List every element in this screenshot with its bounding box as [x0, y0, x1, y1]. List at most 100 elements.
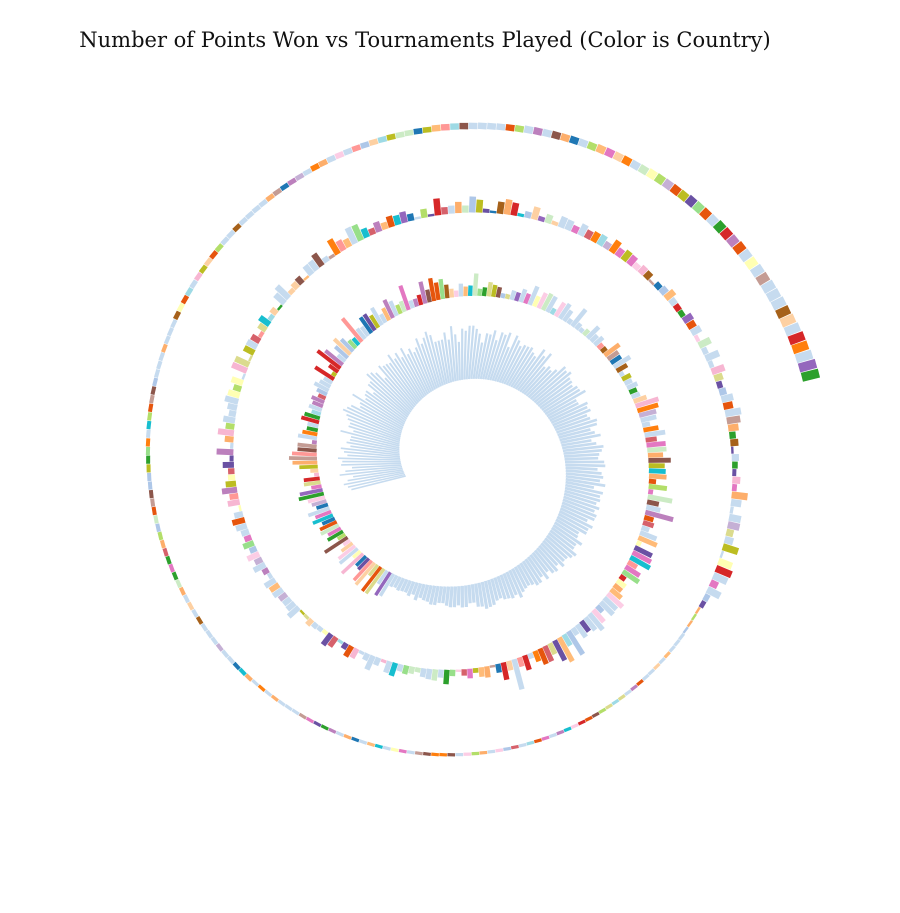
spiral-bar	[637, 164, 650, 176]
spiral-bar	[311, 499, 327, 507]
spiral-bar	[444, 586, 451, 606]
spiral-bar	[558, 302, 572, 320]
spiral-bar	[378, 573, 396, 597]
spiral-bar	[548, 732, 557, 739]
spiral-bar	[341, 462, 402, 466]
spiral-bar	[530, 206, 541, 221]
spiral-bar	[333, 345, 350, 360]
spiral-bar	[642, 519, 655, 529]
spiral-bar	[496, 123, 506, 131]
spiral-bar	[272, 187, 283, 197]
spiral-bar	[355, 554, 368, 567]
spiral-bar	[624, 689, 632, 697]
spiral-bar	[306, 426, 319, 433]
spiral-bar	[685, 319, 697, 330]
spiral-bar	[591, 608, 606, 624]
spiral-bar	[257, 330, 265, 339]
spiral-bar	[352, 559, 374, 582]
spiral-bar	[565, 477, 606, 488]
spiral-bar	[252, 561, 267, 573]
spiral-bar	[434, 341, 446, 385]
spiral-bar	[527, 652, 535, 660]
spiral-bar	[312, 513, 334, 525]
spiral-bar	[269, 306, 279, 317]
spiral-bar	[669, 183, 682, 197]
spiral-bar	[166, 327, 174, 337]
spiral-bar	[642, 270, 654, 281]
spiral-bar	[561, 501, 597, 518]
spiral-bar	[340, 541, 354, 553]
spiral-bar	[533, 549, 555, 574]
spiral-bar	[500, 661, 510, 681]
spiral-bar	[630, 684, 638, 692]
spiral-bar	[433, 282, 441, 301]
spiral-bar	[287, 177, 297, 186]
spiral-bar	[406, 353, 429, 395]
spiral-bar	[403, 579, 412, 594]
spiral-bar	[749, 263, 765, 278]
spiral-bar	[487, 579, 496, 606]
spiral-bar	[342, 538, 352, 547]
spiral-bar	[400, 578, 409, 592]
spiral-bar	[229, 492, 239, 501]
spiral-bar	[238, 216, 248, 226]
spiral-bar	[510, 202, 520, 217]
spiral-bar	[443, 669, 450, 685]
spiral-bar	[276, 304, 283, 311]
spiral-bar	[730, 438, 739, 447]
spiral-bar	[245, 338, 259, 350]
spiral-bar	[721, 543, 740, 556]
spiral-bar	[195, 615, 204, 625]
spiral-bar	[337, 544, 357, 561]
spiral-bar	[242, 540, 255, 550]
spiral-bar	[490, 284, 498, 298]
spiral-bar	[263, 577, 277, 589]
spiral-bar	[483, 580, 493, 608]
spiral-bar	[372, 391, 408, 420]
spiral-bar	[465, 325, 471, 380]
chart-title: Number of Points Won vs Tournaments Play…	[79, 28, 771, 52]
spiral-bar	[496, 575, 507, 600]
spiral-bar	[165, 555, 172, 565]
spiral-bar	[226, 229, 236, 239]
spiral-bar	[496, 201, 505, 215]
spiral-bar	[724, 407, 742, 418]
spiral-bar	[313, 720, 322, 728]
spiral-bar	[388, 662, 399, 677]
spiral-bar	[562, 444, 604, 453]
spiral-bar	[385, 363, 418, 405]
spiral-bar	[479, 334, 492, 380]
spiral-bar	[704, 349, 721, 362]
spiral-bar	[586, 141, 598, 152]
spiral-bar	[618, 370, 625, 378]
spiral-bar	[358, 649, 365, 656]
spiral-bar	[605, 591, 625, 609]
spiral-bar	[198, 264, 208, 275]
spiral-bar	[647, 494, 673, 504]
spiral-bar	[551, 220, 559, 227]
spiral-bar	[544, 213, 554, 225]
spiral-bar	[350, 445, 400, 454]
spiral-bar	[523, 210, 532, 219]
spiral-bar	[353, 469, 404, 478]
spiral-bar	[313, 381, 330, 393]
spiral-bar	[626, 381, 639, 391]
spiral-bar	[309, 162, 321, 172]
spiral-bar	[346, 441, 400, 453]
spiral-bar	[314, 509, 332, 520]
spiral-bar	[326, 238, 341, 256]
spiral-bar	[544, 537, 568, 560]
spiral-bar	[449, 326, 457, 382]
spiral-bar	[221, 649, 230, 659]
spiral-bar	[558, 509, 593, 530]
spiral-bar	[611, 698, 620, 706]
spiral-bar	[277, 591, 289, 602]
spiral-bar	[591, 711, 600, 719]
spiral-bar	[343, 451, 400, 458]
spiral-bar	[599, 346, 608, 354]
spiral-bar	[288, 456, 318, 461]
spiral-bar	[393, 576, 402, 589]
spiral-bar	[251, 678, 260, 687]
spiral-bar	[320, 523, 340, 536]
spiral-bar	[342, 408, 402, 436]
